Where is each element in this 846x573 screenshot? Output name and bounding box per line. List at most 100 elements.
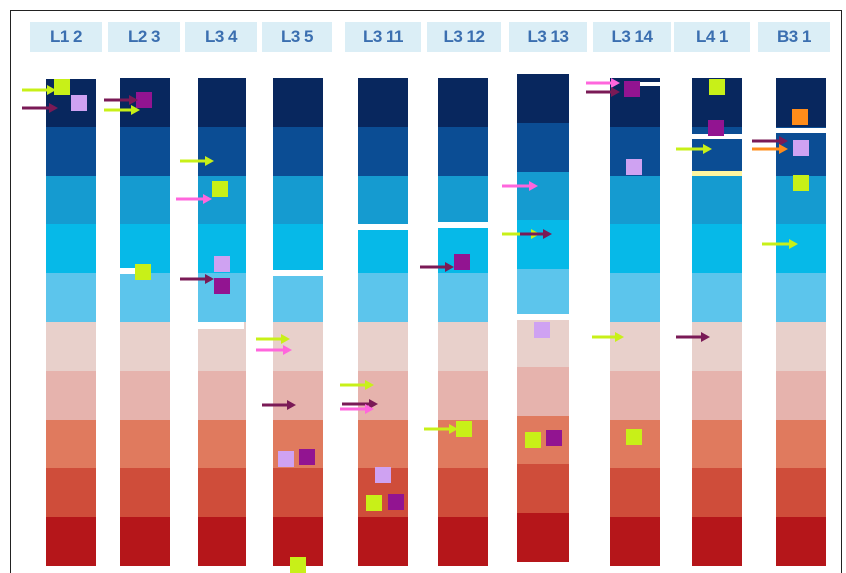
- color-band: [438, 322, 488, 372]
- color-band: [358, 419, 408, 469]
- color-band: [46, 224, 96, 274]
- color-band: [120, 370, 170, 421]
- square-marker: [366, 495, 382, 511]
- gap-marker: [776, 128, 826, 133]
- square-marker: [212, 181, 228, 197]
- color-band: [358, 273, 408, 323]
- color-band: [776, 224, 826, 274]
- column-header: B3 1: [758, 22, 830, 52]
- color-band: [776, 419, 826, 469]
- column-header: L1 2: [30, 22, 102, 52]
- column-header: L2 3: [108, 22, 180, 52]
- color-band: [120, 322, 170, 372]
- color-band: [120, 419, 170, 469]
- color-band: [610, 517, 660, 567]
- square-marker: [454, 254, 470, 270]
- stacked-column: [358, 78, 408, 567]
- color-band: [358, 126, 408, 177]
- color-band: [46, 517, 96, 567]
- color-band: [610, 322, 660, 372]
- color-band: [517, 464, 569, 514]
- color-band: [610, 273, 660, 323]
- color-band: [273, 370, 323, 421]
- gap-marker: [46, 76, 96, 79]
- color-band: [46, 322, 96, 372]
- color-band: [517, 74, 569, 124]
- color-band: [273, 322, 323, 372]
- square-marker: [626, 429, 642, 445]
- color-band: [610, 370, 660, 421]
- color-band: [46, 126, 96, 177]
- column-header: L3 14: [593, 22, 671, 52]
- square-marker: [299, 449, 315, 465]
- gap-marker: [692, 134, 742, 139]
- square-marker: [792, 109, 808, 125]
- color-band: [46, 419, 96, 469]
- square-marker: [793, 175, 809, 191]
- color-band: [692, 517, 742, 567]
- color-band: [692, 468, 742, 518]
- yellow-line-marker: [692, 171, 742, 176]
- color-band: [692, 322, 742, 372]
- square-marker: [214, 256, 230, 272]
- color-band: [776, 517, 826, 567]
- column-header: L3 13: [509, 22, 587, 52]
- color-band: [438, 78, 488, 128]
- color-band: [358, 224, 408, 274]
- square-marker: [54, 79, 70, 95]
- diagram-frame: [10, 10, 842, 573]
- color-band: [273, 126, 323, 177]
- color-band: [776, 468, 826, 518]
- color-band: [776, 273, 826, 323]
- square-marker: [626, 159, 642, 175]
- color-band: [273, 175, 323, 225]
- color-band: [120, 273, 170, 323]
- color-band: [517, 171, 569, 221]
- color-band: [46, 273, 96, 323]
- color-band: [273, 468, 323, 518]
- color-band: [438, 273, 488, 323]
- stacked-column: [46, 76, 96, 567]
- column-header: L3 12: [427, 22, 501, 52]
- color-band: [198, 517, 246, 567]
- color-band: [198, 126, 246, 177]
- color-band: [438, 126, 488, 177]
- gap-marker: [438, 222, 488, 228]
- color-band: [776, 370, 826, 421]
- color-band: [438, 175, 488, 225]
- color-band: [776, 322, 826, 372]
- square-marker: [71, 95, 87, 111]
- square-marker: [708, 120, 724, 136]
- color-band: [358, 517, 408, 567]
- color-band: [198, 78, 246, 128]
- color-band: [692, 273, 742, 323]
- stacked-column: [610, 78, 660, 567]
- color-band: [517, 513, 569, 563]
- color-band: [273, 224, 323, 274]
- gap-marker: [120, 268, 142, 274]
- color-band: [358, 78, 408, 128]
- color-band: [610, 175, 660, 225]
- color-band: [120, 468, 170, 518]
- color-band: [358, 322, 408, 372]
- gap-marker: [636, 82, 660, 86]
- color-band: [198, 468, 246, 518]
- square-marker: [546, 430, 562, 446]
- color-band: [198, 419, 246, 469]
- column-header: L4 1: [674, 22, 750, 52]
- color-band: [46, 175, 96, 225]
- square-marker: [214, 278, 230, 294]
- stacked-column: [692, 78, 742, 567]
- column-header: L3 5: [262, 22, 332, 52]
- square-marker: [290, 557, 306, 573]
- stacked-column: [438, 78, 488, 567]
- color-band: [692, 370, 742, 421]
- color-band: [438, 370, 488, 421]
- stacked-column: [273, 78, 323, 567]
- color-band: [120, 126, 170, 177]
- gap-marker: [273, 270, 323, 276]
- color-band: [517, 366, 569, 417]
- square-marker: [135, 264, 151, 280]
- color-band: [120, 175, 170, 225]
- square-marker: [624, 81, 640, 97]
